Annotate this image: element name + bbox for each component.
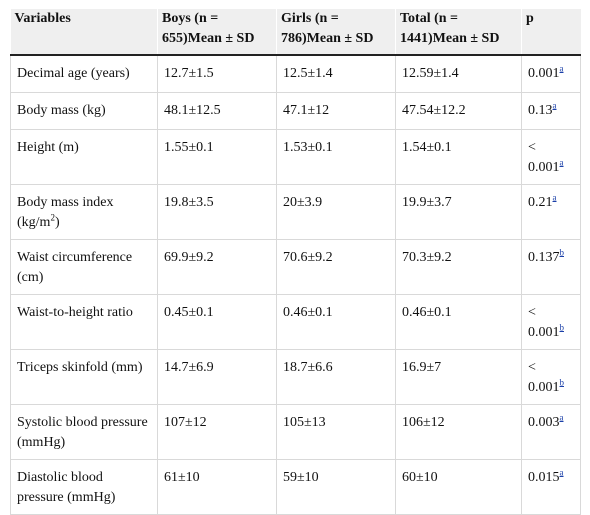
cell-boys: 19.8±3.5 [157, 184, 277, 240]
table-body: Decimal age (years) 12.7±1.5 12.5±1.4 12… [10, 55, 581, 515]
cell-variable: Triceps skinfold (mm) [10, 349, 158, 405]
cell-total: 1.54±0.1 [395, 129, 522, 185]
cell-girls: 105±13 [276, 404, 396, 460]
table-row: Decimal age (years) 12.7±1.5 12.5±1.4 12… [10, 55, 581, 93]
data-table-container: Variables Boys (n = 655)Mean ± SD Girls … [10, 9, 581, 515]
data-table: Variables Boys (n = 655)Mean ± SD Girls … [10, 9, 581, 515]
cell-girls: 59±10 [276, 459, 396, 515]
table-row: Waist-to-height ratio 0.45±0.1 0.46±0.1 … [10, 294, 581, 350]
cell-variable: Body mass (kg) [10, 92, 158, 130]
header-variables: Variables [10, 9, 158, 56]
p-value: 0.001 [528, 66, 560, 81]
footnote-link[interactable]: a [559, 157, 564, 168]
cell-girls: 0.46±0.1 [276, 294, 396, 350]
header-total: Total (n = 1441)Mean ± SD [395, 9, 522, 56]
footnote-link[interactable]: b [559, 247, 565, 258]
cell-total: 0.46±0.1 [395, 294, 522, 350]
p-value: < 0.001 [528, 140, 560, 175]
cell-p: < 0.001a [521, 129, 581, 185]
cell-boys: 48.1±12.5 [157, 92, 277, 130]
cell-total: 19.9±3.7 [395, 184, 522, 240]
table-row: Waist circumference (cm) 69.9±9.2 70.6±9… [10, 239, 581, 295]
table-header: Variables Boys (n = 655)Mean ± SD Girls … [10, 9, 581, 56]
cell-girls: 70.6±9.2 [276, 239, 396, 295]
table-row: Height (m) 1.55±0.1 1.53±0.1 1.54±0.1 < … [10, 129, 581, 185]
cell-variable: Systolic blood pressure (mmHg) [10, 404, 158, 460]
footnote-link[interactable]: a [559, 63, 564, 74]
cell-girls: 1.53±0.1 [276, 129, 396, 185]
cell-total: 12.59±1.4 [395, 55, 522, 93]
header-boys: Boys (n = 655)Mean ± SD [157, 9, 277, 56]
table-row: Diastolic blood pressure (mmHg) 61±10 59… [10, 459, 581, 515]
cell-girls: 12.5±1.4 [276, 55, 396, 93]
table-row: Triceps skinfold (mm) 14.7±6.9 18.7±6.6 … [10, 349, 581, 405]
cell-total: 16.9±7 [395, 349, 522, 405]
header-row: Variables Boys (n = 655)Mean ± SD Girls … [10, 9, 581, 56]
cell-variable: Body mass index (kg/m2) [10, 184, 158, 240]
p-value: < 0.001 [528, 360, 560, 395]
footnote-link[interactable]: a [559, 467, 564, 478]
p-value: 0.137 [528, 250, 560, 265]
cell-boys: 0.45±0.1 [157, 294, 277, 350]
cell-variable: Waist-to-height ratio [10, 294, 158, 350]
cell-girls: 18.7±6.6 [276, 349, 396, 405]
cell-boys: 12.7±1.5 [157, 55, 277, 93]
table-row: Body mass (kg) 48.1±12.5 47.1±12 47.54±1… [10, 92, 581, 130]
cell-p: 0.003a [521, 404, 581, 460]
cell-total: 60±10 [395, 459, 522, 515]
p-value: 0.13 [528, 103, 553, 118]
footnote-link[interactable]: a [552, 192, 557, 203]
cell-total: 47.54±12.2 [395, 92, 522, 130]
table-row: Body mass index (kg/m2) 19.8±3.5 20±3.9 … [10, 184, 581, 240]
cell-p: 0.137b [521, 239, 581, 295]
cell-variable: Decimal age (years) [10, 55, 158, 93]
p-value: 0.21 [528, 195, 553, 210]
footnote-link[interactable]: a [552, 100, 557, 111]
footnote-link[interactable]: b [559, 322, 565, 333]
table-row: Systolic blood pressure (mmHg) 107±12 10… [10, 404, 581, 460]
variable-label: Body mass index (kg/m [17, 195, 114, 230]
cell-p: 0.13a [521, 92, 581, 130]
cell-boys: 61±10 [157, 459, 277, 515]
cell-girls: 47.1±12 [276, 92, 396, 130]
cell-total: 70.3±9.2 [395, 239, 522, 295]
footnote-link[interactable]: a [559, 412, 564, 423]
cell-boys: 1.55±0.1 [157, 129, 277, 185]
cell-girls: 20±3.9 [276, 184, 396, 240]
cell-p: < 0.001b [521, 349, 581, 405]
cell-variable: Height (m) [10, 129, 158, 185]
p-value: < 0.001 [528, 305, 560, 340]
cell-total: 106±12 [395, 404, 522, 460]
cell-p: 0.21a [521, 184, 581, 240]
superscript: 2 [50, 212, 55, 223]
cell-variable: Diastolic blood pressure (mmHg) [10, 459, 158, 515]
cell-p: 0.015a [521, 459, 581, 515]
cell-p: < 0.001b [521, 294, 581, 350]
cell-boys: 14.7±6.9 [157, 349, 277, 405]
cell-boys: 107±12 [157, 404, 277, 460]
footnote-link[interactable]: b [559, 377, 565, 388]
cell-variable: Waist circumference (cm) [10, 239, 158, 295]
variable-label-tail: ) [54, 215, 60, 230]
p-value: 0.003 [528, 415, 560, 430]
header-girls: Girls (n = 786)Mean ± SD [276, 9, 396, 56]
header-p: p [521, 9, 581, 56]
cell-boys: 69.9±9.2 [157, 239, 277, 295]
cell-p: 0.001a [521, 55, 581, 93]
